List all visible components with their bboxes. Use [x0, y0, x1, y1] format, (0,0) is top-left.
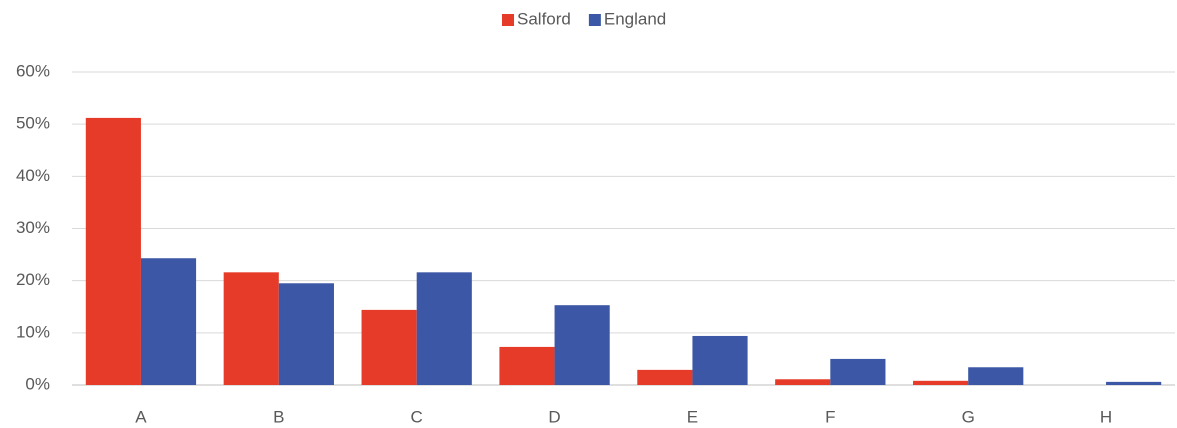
legend-swatch [588, 14, 601, 26]
bar [85, 117, 141, 385]
legend-label: Salford [517, 9, 571, 28]
bar [637, 369, 693, 385]
bar [140, 258, 197, 385]
y-tick-label: 60% [16, 61, 50, 80]
y-tick-label: 20% [16, 270, 50, 289]
x-tick-label: D [548, 407, 560, 426]
bar [361, 309, 417, 385]
bar [968, 367, 1024, 385]
bar [913, 380, 969, 385]
y-tick-label: 10% [16, 322, 50, 341]
x-tick-label: F [825, 407, 835, 426]
y-tick-label: 40% [16, 166, 50, 185]
x-tick-label: B [273, 407, 284, 426]
bar [499, 346, 555, 385]
x-tick-label: G [962, 407, 975, 426]
bar [830, 358, 886, 385]
bar [278, 283, 334, 385]
bar [223, 272, 279, 385]
legend-label: England [604, 9, 666, 28]
bar [692, 335, 748, 385]
legend-swatch [502, 14, 514, 26]
bar [416, 272, 472, 385]
bar [775, 379, 831, 385]
x-tick-label: E [687, 407, 698, 426]
bar [554, 305, 610, 385]
x-tick-label: H [1100, 407, 1112, 426]
y-tick-label: 50% [16, 114, 50, 133]
y-tick-label: 0% [25, 374, 50, 393]
bar [1106, 381, 1162, 385]
x-tick-label: A [135, 407, 147, 426]
x-tick-label: C [411, 407, 423, 426]
y-tick-label: 30% [16, 218, 50, 237]
